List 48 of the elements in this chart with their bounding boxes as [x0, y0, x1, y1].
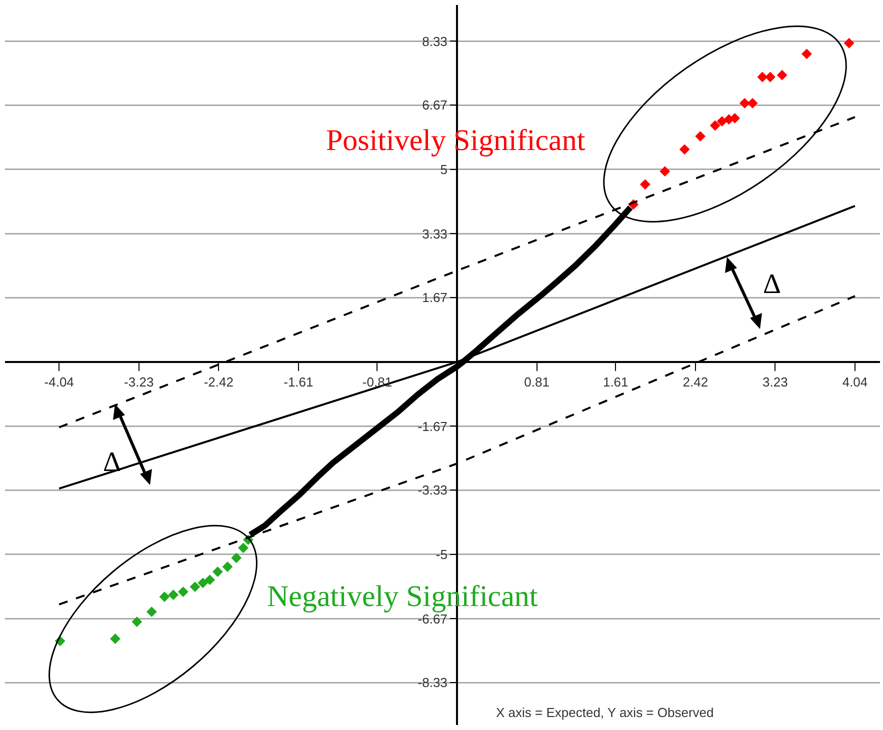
point — [198, 578, 208, 588]
point — [132, 616, 142, 628]
y-tick-label: -3.33 — [418, 482, 448, 498]
x-tick-label: -1.61 — [284, 374, 314, 390]
point — [747, 98, 758, 108]
point — [159, 592, 170, 602]
point — [222, 562, 233, 572]
y-tick-label: -5 — [436, 546, 448, 562]
x-tick-label: -3.23 — [124, 374, 154, 390]
point — [695, 131, 706, 142]
point — [802, 48, 812, 60]
point — [730, 113, 740, 124]
point — [238, 542, 248, 554]
point — [679, 144, 690, 155]
y-tick-label: 6.67 — [422, 98, 448, 113]
y-tick-label: 3.33 — [422, 226, 448, 242]
y-tick-label: -1.67 — [418, 418, 448, 434]
point — [231, 552, 242, 564]
y-tick-label: 1.67 — [422, 290, 448, 306]
x-tick-label: 0.81 — [524, 374, 550, 390]
y-tick-label: 8.33 — [422, 34, 448, 49]
x-tick-label: -4.04 — [44, 374, 74, 390]
point — [110, 634, 120, 644]
point — [204, 574, 215, 586]
point — [844, 38, 854, 48]
y-tick-label: -6.67 — [418, 611, 448, 626]
point — [146, 606, 157, 617]
point — [765, 72, 776, 82]
y-tick-label: -8.33 — [418, 675, 448, 690]
point — [776, 70, 788, 80]
x-tick-label: 2.42 — [682, 374, 708, 390]
point — [739, 98, 750, 108]
y-tick-label: 5 — [440, 162, 448, 177]
x-tick-label: 4.04 — [842, 374, 868, 390]
point — [178, 586, 188, 597]
x-tick-label: -0.81 — [362, 374, 392, 390]
point — [640, 179, 650, 190]
x-tick-label: -2.42 — [204, 374, 234, 390]
x-tick-label: 3.23 — [762, 374, 788, 390]
point — [168, 590, 179, 600]
point — [212, 566, 223, 577]
point — [660, 166, 670, 177]
x-tick-label: 1.61 — [602, 374, 628, 390]
point — [710, 120, 720, 131]
annotation: X axis = Expected, Y axis = Observed — [496, 705, 714, 720]
point — [757, 72, 768, 82]
annotation: Δ — [763, 269, 782, 300]
point — [190, 582, 200, 592]
